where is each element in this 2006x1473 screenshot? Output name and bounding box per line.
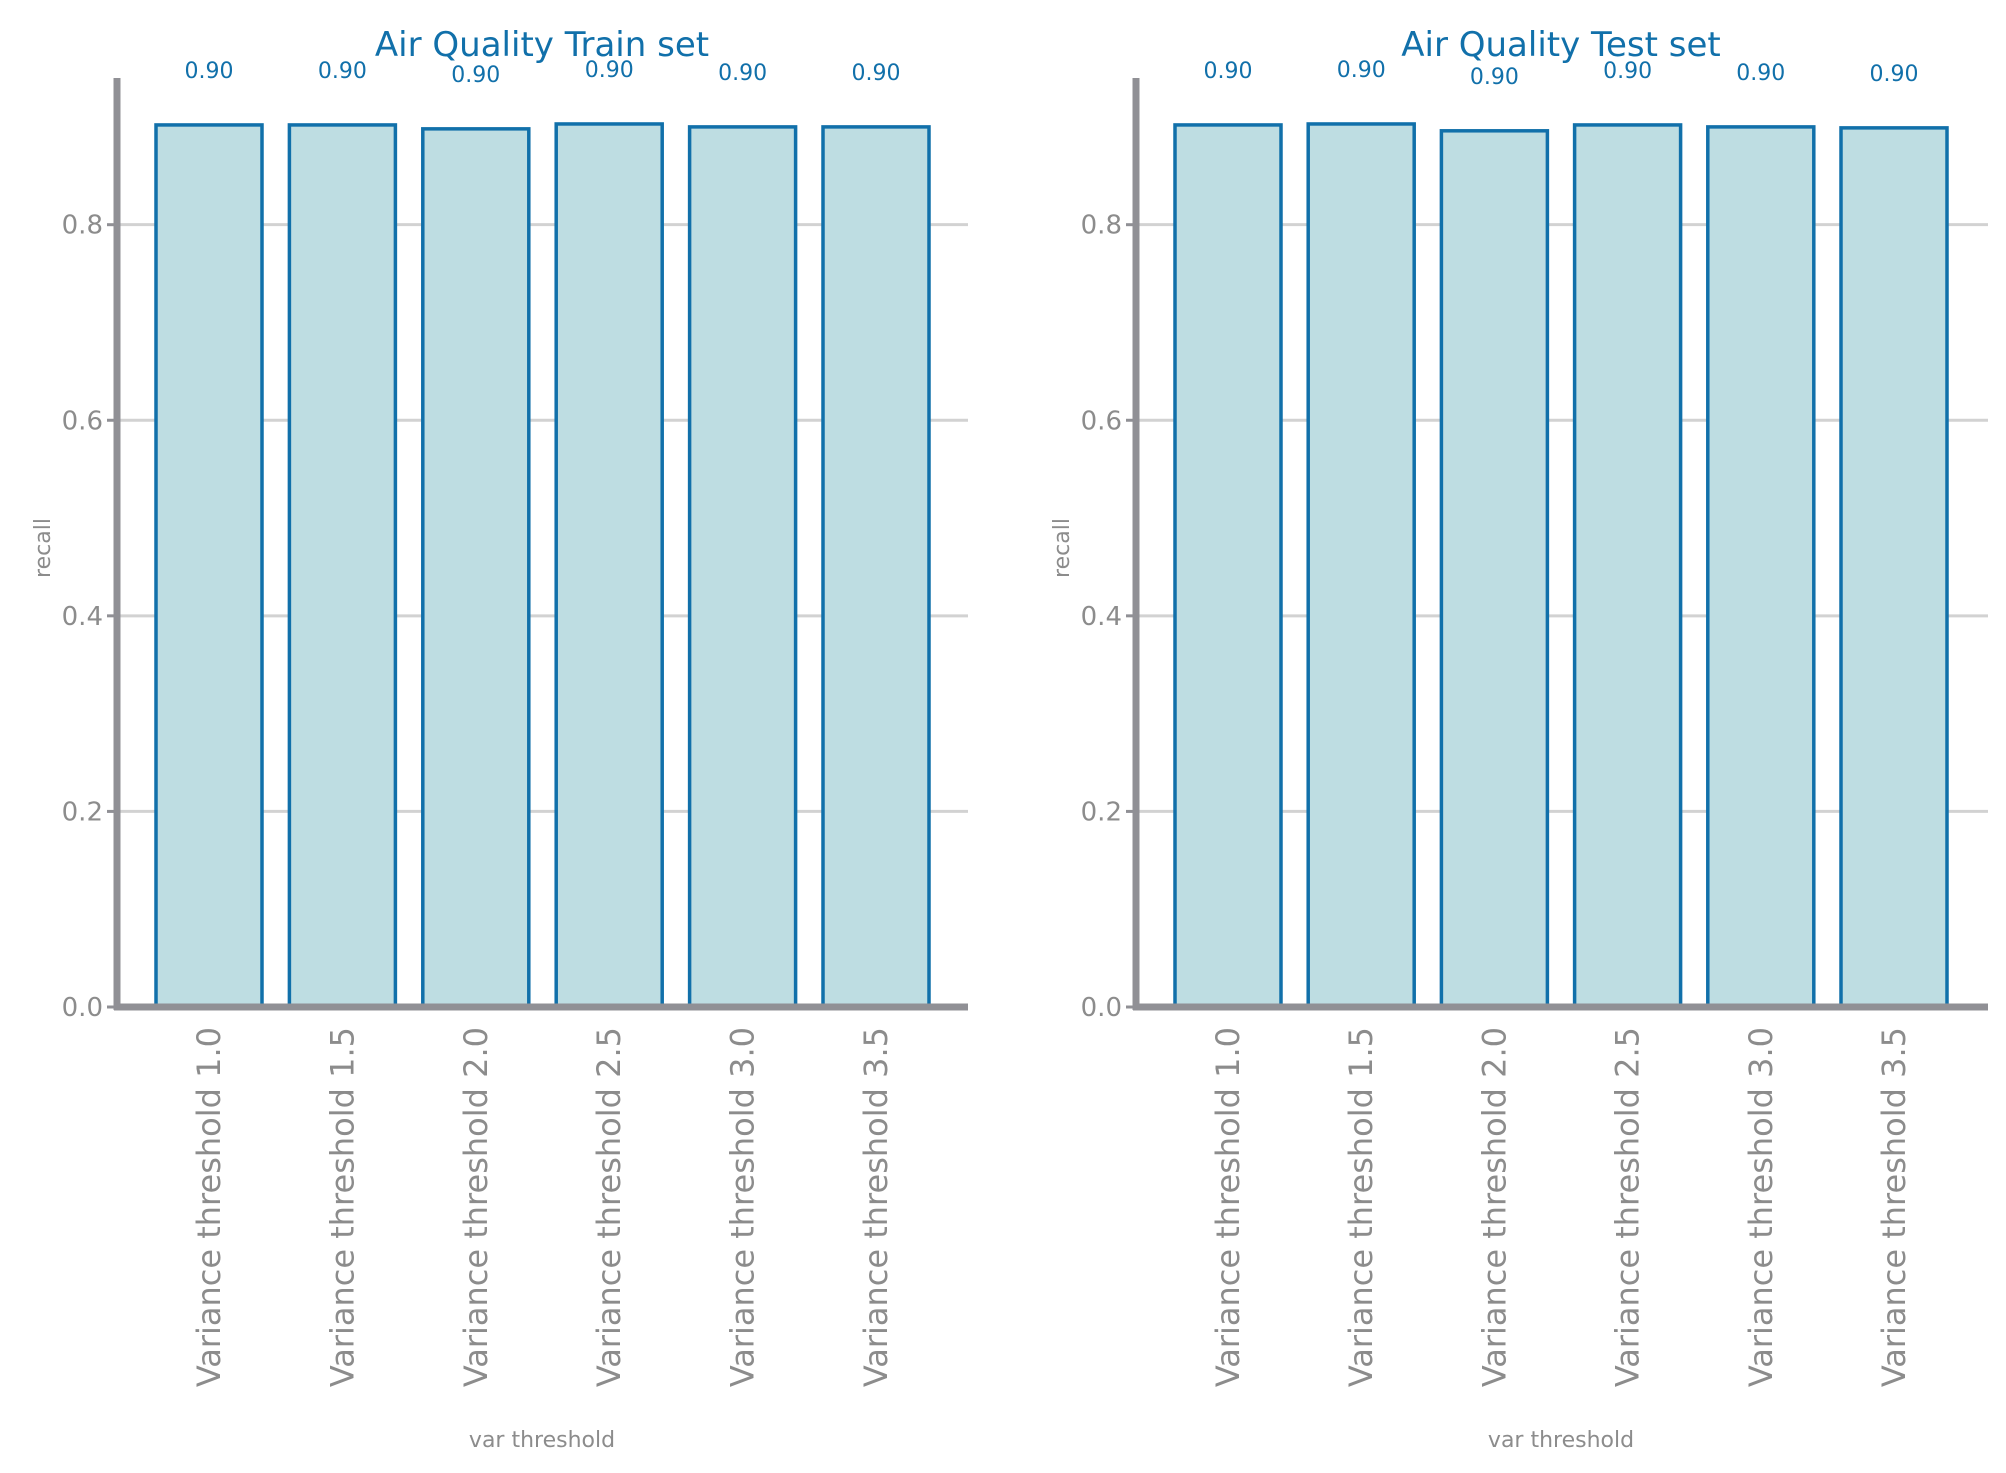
x-tick-label: Variance threshold 3.0 xyxy=(724,1027,762,1387)
y-tick-label: 0.4 xyxy=(1081,602,1122,632)
bar xyxy=(1306,122,1416,1009)
bar-value-label: 0.90 xyxy=(1736,61,1785,86)
x-tick-label: Variance threshold 3.5 xyxy=(1875,1027,1913,1387)
y-tick-label: 0.6 xyxy=(62,406,103,436)
chart-panel-train: Air Quality Train set recall var thresho… xyxy=(31,25,968,1453)
x-tick-label: Variance threshold 1.0 xyxy=(190,1027,228,1387)
bar-value-label: 0.90 xyxy=(585,58,634,83)
x-axis-label: var threshold xyxy=(469,1428,615,1453)
y-tick-label: 0.0 xyxy=(62,993,103,1023)
y-tick-label: 0.6 xyxy=(1081,406,1122,436)
bar xyxy=(154,123,264,1009)
y-tick-label: 0.8 xyxy=(62,211,103,241)
bar xyxy=(1572,123,1683,1009)
bar-value-label: 0.90 xyxy=(1470,65,1519,90)
chart-title: Air Quality Test set xyxy=(1401,25,1721,65)
bar-value-label: 0.90 xyxy=(852,61,901,86)
x-tick-label: Variance threshold 1.5 xyxy=(1342,1027,1380,1387)
y-axis-label: recall xyxy=(1050,518,1075,578)
bar-value-label: 0.90 xyxy=(1204,59,1253,84)
y-tick-label: 0.0 xyxy=(1081,993,1122,1023)
y-tick-label: 0.2 xyxy=(62,797,103,827)
bar xyxy=(554,122,664,1009)
bar xyxy=(1439,129,1550,1009)
bar-value-label: 0.90 xyxy=(718,61,767,86)
bar xyxy=(287,123,398,1009)
x-tick-label: Variance threshold 3.0 xyxy=(1742,1027,1780,1387)
x-tick-label: Variance threshold 1.0 xyxy=(1209,1027,1247,1387)
x-tick-label: Variance threshold 3.5 xyxy=(857,1027,895,1387)
chart-title: Air Quality Train set xyxy=(375,25,709,65)
bar xyxy=(421,127,531,1009)
bar xyxy=(687,125,798,1009)
plot-area: 0.0 0.2 0.4 0.6 0.8 0.90 Variance threshold 1.… xyxy=(62,58,968,1387)
chart-panel-test: Air Quality Test set recall var threshol… xyxy=(1050,25,1988,1453)
bar-value-label: 0.90 xyxy=(451,63,500,88)
bar-value-label: 0.90 xyxy=(185,59,234,84)
y-tick-label: 0.2 xyxy=(1081,797,1122,827)
x-tick-label: Variance threshold 1.5 xyxy=(323,1027,361,1387)
x-tick-label: Variance threshold 2.0 xyxy=(457,1027,495,1387)
x-tick-label: Variance threshold 2.5 xyxy=(590,1027,628,1387)
plot-area: 0.0 0.2 0.4 0.6 0.8 0.90 Variance threshold 1.… xyxy=(1081,58,1988,1387)
y-axis-label: recall xyxy=(31,518,56,578)
bar-value-label: 0.90 xyxy=(1870,62,1919,87)
bar-value-label: 0.90 xyxy=(1337,58,1386,83)
bar xyxy=(1706,125,1816,1009)
bar xyxy=(821,125,931,1009)
x-tick-label: Variance threshold 2.0 xyxy=(1475,1027,1513,1387)
bar xyxy=(1839,126,1949,1009)
x-axis-label: var threshold xyxy=(1488,1428,1634,1453)
bar-value-label: 0.90 xyxy=(1603,59,1652,84)
x-tick-label: Variance threshold 2.5 xyxy=(1609,1027,1647,1387)
bar-value-label: 0.90 xyxy=(318,59,367,84)
bar xyxy=(1173,123,1283,1009)
y-tick-label: 0.4 xyxy=(62,602,103,632)
y-tick-label: 0.8 xyxy=(1081,211,1122,241)
